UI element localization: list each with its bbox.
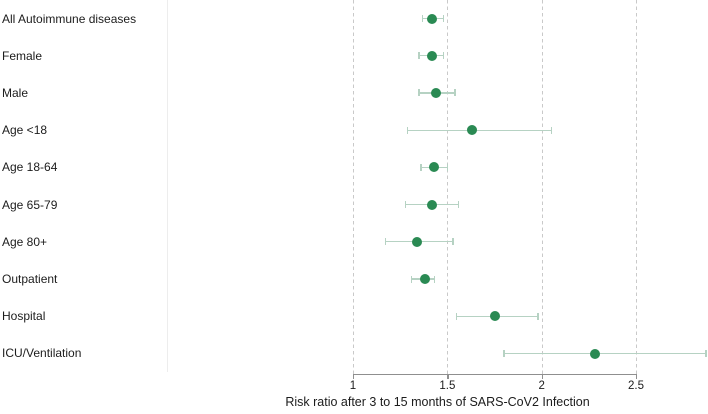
point-estimate-marker [589, 348, 600, 359]
x-axis-line [352, 373, 637, 375]
ci-cap-right [443, 52, 445, 60]
category-label: Outpatient [2, 272, 58, 287]
category-label: Age 65-79 [2, 197, 58, 212]
y-axis-spine [167, 0, 168, 372]
point-estimate-marker [419, 274, 430, 284]
point-estimate-marker [427, 50, 438, 61]
category-label: ICU/Ventilation [2, 346, 82, 361]
ci-cap-right [433, 275, 435, 283]
ci-cap-right [705, 350, 707, 357]
ci-cap-left [405, 201, 407, 209]
ci-cap-right [454, 89, 456, 97]
ci-cap-left [456, 312, 458, 320]
gridline-x-1.5 [447, 0, 449, 374]
point-estimate-marker [427, 13, 438, 24]
point-estimate-marker [427, 199, 438, 210]
category-label: All Autoimmune diseases [2, 11, 137, 26]
point-estimate-marker [412, 236, 423, 247]
ci-cap-left [420, 163, 422, 171]
ci-cap-right [443, 15, 445, 22]
category-label: Age 18-64 [2, 160, 58, 175]
ci-cap-left [422, 15, 424, 22]
gridline-x-1 [353, 0, 354, 374]
point-estimate-marker [489, 311, 500, 322]
x-axis-tick [447, 374, 449, 379]
x-axis-title: Risk ratio after 3 to 15 months of SARS-… [285, 395, 590, 409]
ci-cap-right [446, 163, 449, 171]
ci-cap-left [410, 275, 413, 283]
point-estimate-marker [429, 162, 440, 173]
x-tick-label: 1 [349, 379, 357, 392]
gridline-x-2 [541, 0, 543, 374]
x-axis-tick [541, 374, 543, 379]
point-estimate-marker [466, 125, 477, 136]
category-label: Female [2, 48, 43, 63]
gridline-x-2.5 [636, 0, 637, 374]
x-axis-tick [353, 374, 355, 379]
ci-whisker [407, 129, 552, 131]
point-estimate-marker [431, 87, 441, 98]
category-label: Male [2, 85, 29, 100]
category-label: Age 80+ [2, 234, 48, 249]
ci-cap-right [458, 201, 460, 209]
ci-cap-right [452, 238, 454, 246]
x-tick-label: 2.5 [628, 379, 644, 392]
x-axis-tick [636, 374, 638, 379]
x-tick-label: 2 [538, 379, 545, 392]
ci-cap-left [418, 52, 420, 60]
ci-cap-right [550, 126, 552, 134]
x-tick-label: 1.5 [439, 379, 456, 392]
ci-cap-left [384, 238, 386, 246]
ci-cap-left [418, 89, 420, 97]
category-label: Age <18 [2, 123, 48, 138]
ci-cap-left [503, 350, 505, 357]
ci-cap-right [537, 312, 539, 320]
ci-cap-left [407, 126, 409, 134]
category-label: Hospital [2, 309, 46, 324]
ci-whisker [504, 352, 706, 355]
